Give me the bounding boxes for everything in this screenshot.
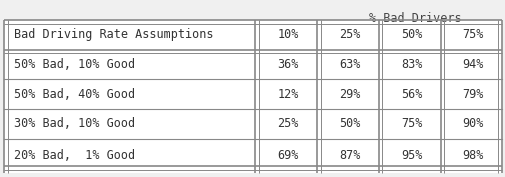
Text: 25%: 25%	[277, 118, 298, 130]
Text: 36%: 36%	[277, 58, 298, 71]
Text: 29%: 29%	[338, 88, 360, 101]
Text: 95%: 95%	[400, 149, 422, 162]
Text: Bad Driving Rate Assumptions: Bad Driving Rate Assumptions	[14, 28, 213, 41]
Text: 75%: 75%	[400, 118, 422, 130]
Text: 10%: 10%	[277, 28, 298, 41]
Text: 87%: 87%	[338, 149, 360, 162]
Text: 12%: 12%	[277, 88, 298, 101]
Text: 50% Bad, 10% Good: 50% Bad, 10% Good	[14, 58, 134, 71]
Text: 69%: 69%	[277, 149, 298, 162]
Text: 56%: 56%	[400, 88, 422, 101]
Text: 75%: 75%	[462, 28, 483, 41]
Text: 25%: 25%	[338, 28, 360, 41]
Text: 83%: 83%	[400, 58, 422, 71]
Text: 79%: 79%	[462, 88, 483, 101]
Text: 94%: 94%	[462, 58, 483, 71]
Text: 30% Bad, 10% Good: 30% Bad, 10% Good	[14, 118, 134, 130]
Text: 50% Bad, 40% Good: 50% Bad, 40% Good	[14, 88, 134, 101]
Bar	[4, 20, 501, 173]
Text: 98%: 98%	[462, 149, 483, 162]
Text: 90%: 90%	[462, 118, 483, 130]
Text: 20% Bad,  1% Good: 20% Bad, 1% Good	[14, 149, 134, 162]
Text: 50%: 50%	[338, 118, 360, 130]
Text: % Bad Drivers: % Bad Drivers	[368, 12, 461, 25]
Text: 63%: 63%	[338, 58, 360, 71]
Text: 50%: 50%	[400, 28, 422, 41]
